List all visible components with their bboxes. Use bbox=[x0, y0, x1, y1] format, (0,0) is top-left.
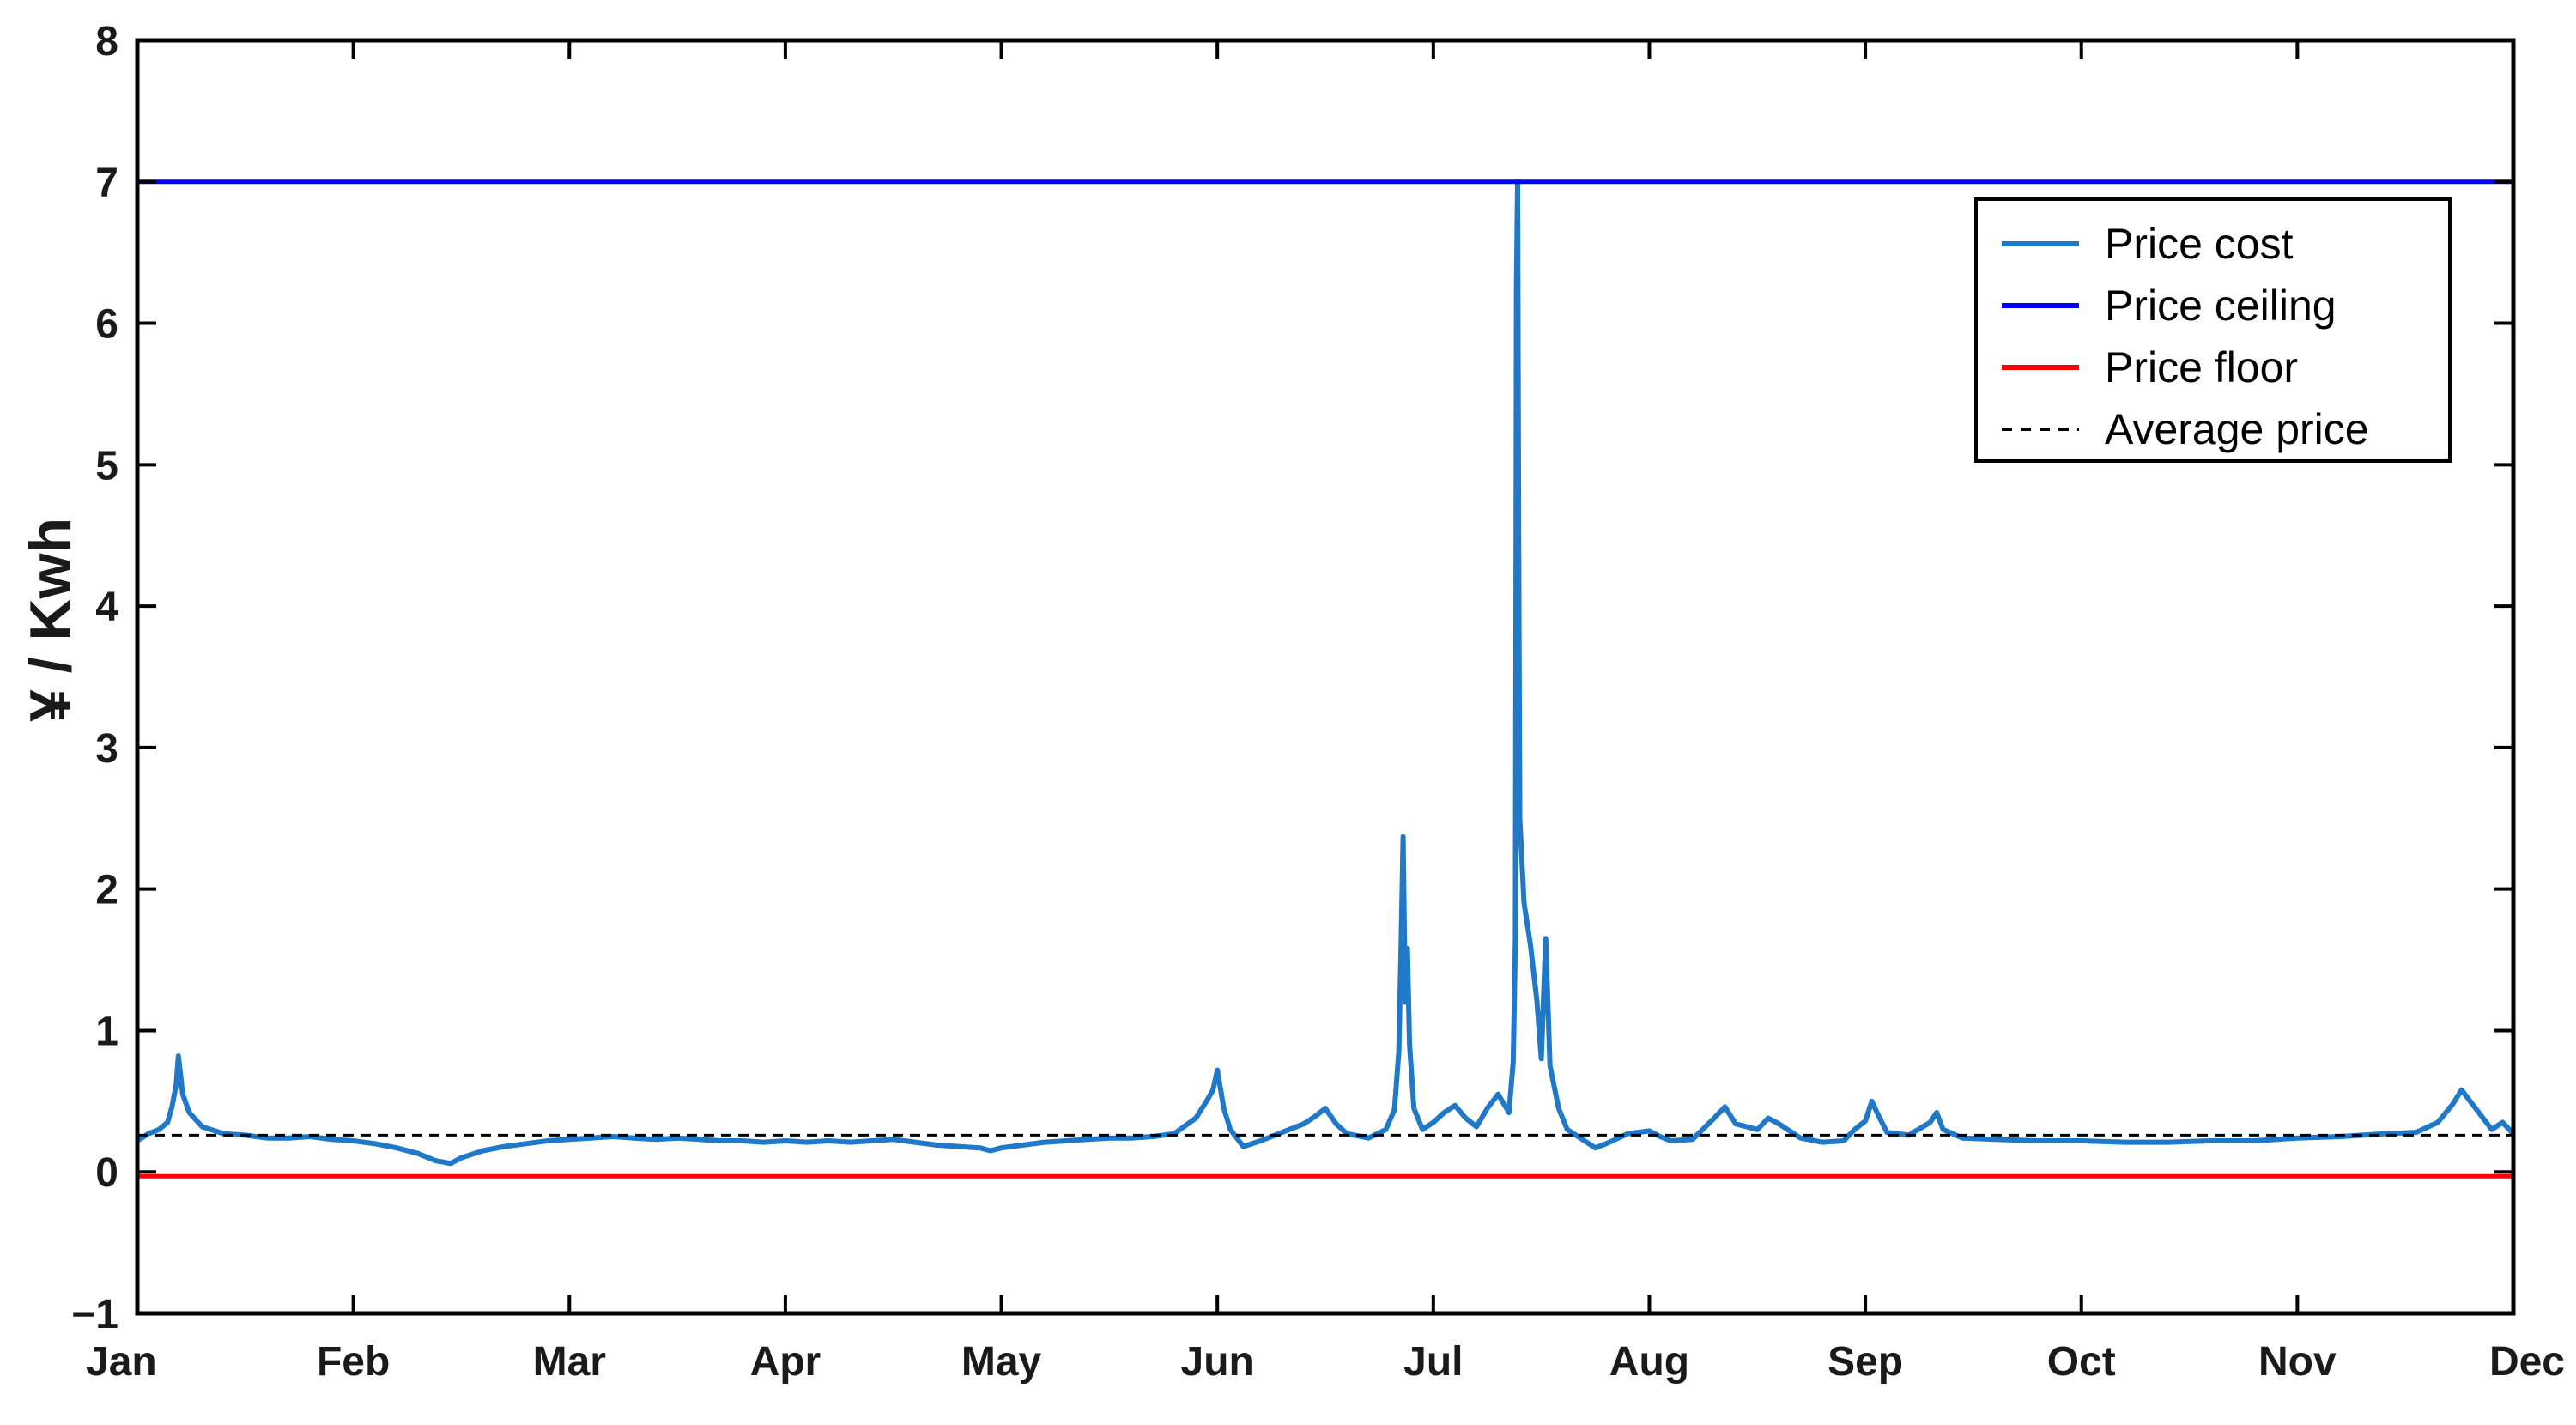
y-tick-label: 5 bbox=[95, 443, 118, 488]
x-tick-label: Mar bbox=[533, 1339, 606, 1385]
y-tick-label: 4 bbox=[95, 585, 118, 630]
y-tick-label: 3 bbox=[95, 726, 118, 772]
y-tick-label: −1 bbox=[71, 1292, 118, 1337]
x-tick-label: Dec bbox=[2489, 1339, 2565, 1385]
y-tick-label: 8 bbox=[95, 19, 118, 64]
series-price-cost bbox=[136, 179, 2516, 1167]
y-tick-label: 2 bbox=[95, 868, 118, 913]
legend-label: Average price bbox=[2105, 405, 2369, 453]
x-tick-label: May bbox=[961, 1339, 1042, 1385]
y-tick-label: 1 bbox=[95, 1009, 118, 1054]
legend-label: Price cost bbox=[2105, 220, 2294, 268]
y-tick-label: 6 bbox=[95, 302, 118, 348]
x-tick-label: Jan bbox=[86, 1339, 157, 1385]
plot-frame bbox=[135, 38, 2516, 1316]
axes: −1 0 1 2 3 4 5 6 7 8 Jan Feb Mar Apr May Jun Jul Aug Sep Oc… bbox=[71, 19, 2565, 1385]
y-tick-label: 0 bbox=[95, 1150, 118, 1196]
legend-label: Price ceiling bbox=[2105, 282, 2337, 330]
x-tick-label: Sep bbox=[1827, 1339, 1903, 1385]
y-axis-title: ¥ / Kwh bbox=[18, 518, 83, 722]
x-tick-label: Aug bbox=[1609, 1339, 1689, 1385]
legend-label: Price floor bbox=[2105, 343, 2298, 391]
legend: Price cost Price ceiling Price floor Averag… bbox=[1974, 197, 2452, 463]
plot-marks bbox=[136, 179, 2516, 1179]
x-tick-label: Nov bbox=[2258, 1339, 2337, 1385]
x-tick-label: Oct bbox=[2047, 1339, 2116, 1385]
x-tick-label: Feb bbox=[317, 1339, 390, 1385]
x-tick-label: Jul bbox=[1403, 1339, 1463, 1385]
y-tick-label: 7 bbox=[95, 161, 118, 206]
x-tick-label: Jun bbox=[1181, 1339, 1254, 1385]
x-tick-label: Apr bbox=[750, 1339, 821, 1385]
